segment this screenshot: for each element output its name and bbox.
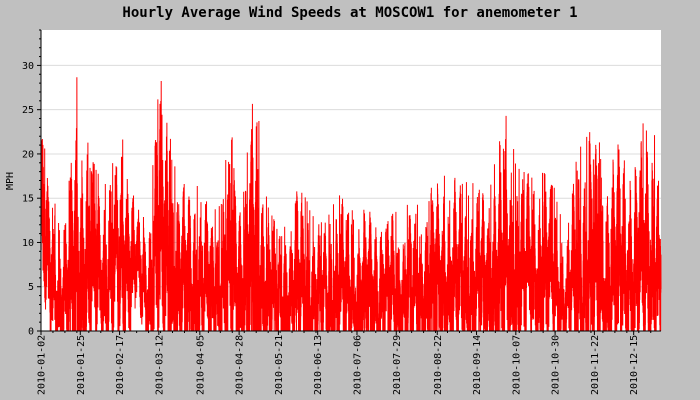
y-tick-label: 5 bbox=[28, 282, 34, 293]
x-tick-label: 2010-02-17 bbox=[115, 335, 126, 395]
y-tick-label: 15 bbox=[22, 194, 34, 205]
y-tick-label: 20 bbox=[22, 149, 34, 160]
x-tick-label: 2010-03-12 bbox=[154, 335, 165, 395]
x-tick-label: 2010-05-21 bbox=[274, 335, 285, 395]
x-tick-label: 2010-01-25 bbox=[76, 335, 87, 395]
x-tick-layer: 2010-01-02 2010-01-25 2010-02-17 2010-03-12… bbox=[37, 331, 652, 395]
x-tick-label: 2010-06-13 bbox=[313, 335, 324, 395]
x-tick-label: 2010-12-15 bbox=[629, 335, 640, 395]
y-tick-layer: 0 5 10 15 20 25 30 bbox=[22, 29, 41, 338]
y-tick-label: 30 bbox=[22, 61, 34, 72]
x-tick-label: 2010-09-14 bbox=[472, 335, 483, 395]
y-axis-title: MPH bbox=[5, 172, 16, 190]
x-tick-label: 2010-04-05 bbox=[195, 335, 206, 395]
x-tick-label: 2010-01-02 bbox=[37, 335, 48, 395]
x-tick-label: 2010-07-29 bbox=[392, 335, 403, 395]
y-tick-label: 25 bbox=[22, 105, 34, 116]
x-tick-label: 2010-11-22 bbox=[590, 335, 601, 395]
x-tick-label: 2010-08-22 bbox=[433, 335, 444, 395]
series-layer bbox=[40, 77, 662, 332]
y-tick-label: 0 bbox=[28, 327, 34, 338]
x-tick-label: 2010-10-07 bbox=[511, 335, 522, 395]
chart-title: Hourly Average Wind Speeds at MOSCOW1 fo… bbox=[122, 5, 577, 21]
wind-speed-series-line bbox=[40, 77, 662, 332]
y-tick-label: 10 bbox=[22, 238, 34, 249]
x-tick-label: 2010-04-28 bbox=[235, 335, 246, 395]
x-tick-label: 2010-10-30 bbox=[551, 335, 562, 395]
x-tick-label: 2010-07-06 bbox=[352, 335, 363, 395]
